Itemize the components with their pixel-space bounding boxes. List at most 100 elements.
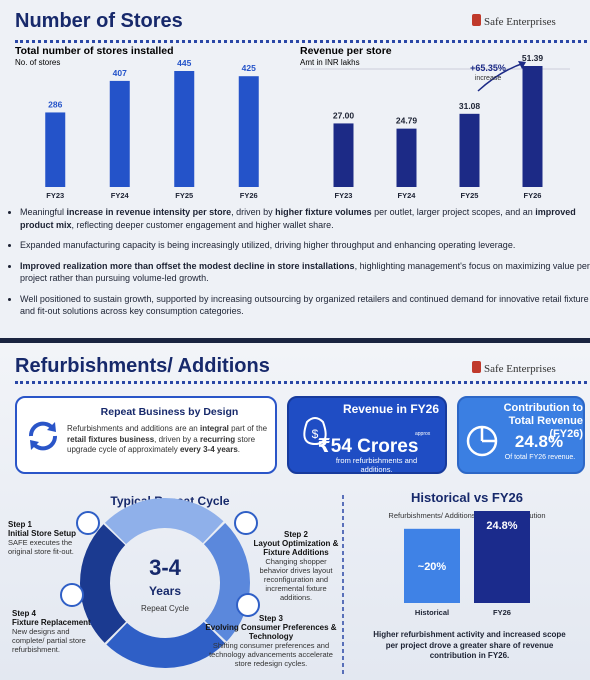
divider [15,381,587,384]
bullet-list: Meaningful increase in revenue intensity… [6,206,590,326]
card-contribution: Contribution to Total Revenue (FY26) 24.… [457,396,585,474]
arrow-head [518,61,526,69]
x-tick-label: FY25 [461,191,479,200]
step-text: Changing shopper behavior drives layout … [259,557,333,602]
card-text: Of total FY26 revenue. [504,454,576,461]
cycle-unit: Years [149,584,181,598]
step-title: Layout Optimization & Fixture Additions [253,539,339,557]
step-number: Step 3 [258,614,283,623]
annotation: +65.35% [470,63,506,73]
value-label: 24.8% [486,520,517,532]
card-title: Repeat Business by Design [100,406,239,418]
slide-stores: Number of Stores Safe Enterprises Total … [0,0,590,338]
chart-historical: Historical vs FY26 Refurbishments/ Addit… [388,490,545,617]
text-run: , reflecting deeper customer engagement … [71,219,334,230]
x-tick-label: FY26 [240,191,258,200]
x-tick-label: FY26 [524,191,542,200]
x-tick-label: FY23 [46,191,64,200]
value-label: 27.00 [333,110,355,120]
text-run: Well positioned to sustain growth, suppo… [20,293,589,317]
cycle-diagram: 3-4 Years Repeat Cycle [60,495,344,675]
step-number: Step 4 [12,609,37,618]
cycle-label: Repeat Cycle [141,604,190,613]
annotation-sub: increase [475,75,502,82]
text-run: improved product mix [20,207,576,230]
step-title: Initial Store Setup [8,529,77,538]
value-label: ~20% [418,561,447,573]
bullet: Improved realization more than offset th… [20,260,590,285]
cycle-step: Step 4 Fixture Replacement New designs and… [12,609,94,654]
text-run: every 3-4 years [179,445,238,454]
text-run: increase in revenue intensity per store [66,207,232,217]
bar [404,528,460,603]
bar [109,80,130,187]
card-title: Contribution to Total Revenue (FY26) [503,402,583,440]
step-number: Step 1 [8,520,33,529]
divider [15,40,587,43]
card-amount: 24.8% [514,432,564,451]
text-run: Expanded manufacturing capacity is being… [20,240,516,250]
slide-title: Number of Stores [15,10,183,32]
text-run: integral [199,424,229,433]
logo-icon [472,14,481,26]
text-run: Meaningful [20,207,67,217]
bullet: Expanded manufacturing capacity is being… [20,239,590,252]
bar [474,511,530,603]
chart-title: Total number of stores installed [15,45,174,57]
slide-title: Refurbishments/ Additions [15,355,270,377]
x-tick-label: FY24 [111,191,130,200]
bar [238,76,259,187]
bar [45,112,66,187]
text-run: store upgrade cycle of approximately [67,434,256,455]
value-label: 286 [48,99,62,109]
card-repeat: Repeat Business by Design Refurbishments… [15,396,277,474]
card-text: from refurbishments and additions. [335,456,418,474]
bar [174,71,195,187]
money-icon: $ [303,417,327,446]
chart-subtitle: Amt in INR lakhs [300,58,360,67]
text-run: part of the [228,424,268,433]
logo: Safe Enterprises [484,363,556,375]
value-label: 445 [177,58,191,68]
bar [522,66,543,187]
value-label: 51.39 [522,53,544,63]
x-tick-label: FY24 [398,191,417,200]
card-title: Revenue in FY26 [342,402,440,416]
text-run: Improved realization more than offset th… [20,260,355,271]
text-run: recurring [199,434,236,444]
x-tick-label: FY23 [335,191,353,200]
x-tick-label: Historical [415,608,449,617]
sync-icon [28,421,58,451]
text-run: . [237,445,241,454]
card-text: Refurbishments and additions are an inte… [67,424,272,456]
value-label: 425 [242,63,256,73]
cycle-step: Step 2 Layout Optimization & Fixture Addi… [250,530,342,602]
card-amount: ₹54 Crores [317,436,419,457]
card-revenue: $ Revenue in FY26 approx ₹54 Crores from… [287,396,447,474]
text-run: , driven by a [154,434,200,444]
text-run: per outlet, larger project scopes, and a… [371,207,536,217]
chart-title: Revenue per store [300,45,392,57]
bullet: Well positioned to sustain growth, suppo… [20,293,590,318]
x-tick-label: FY25 [175,191,193,200]
chart-stores: Total number of stores installed No. of … [15,45,259,200]
logo-icon [472,361,481,373]
step-text: Shifting consumer preferences and techno… [209,641,333,668]
bullet: Meaningful increase in revenue intensity… [20,206,590,231]
svg-text:$: $ [312,427,319,441]
chart-subtitle: No. of stores [15,58,60,67]
value-label: 24.79 [396,116,418,126]
bar [396,128,417,187]
bar [459,113,480,187]
chart-note: Higher refurbishment activity and increa… [373,630,566,660]
cycle-step: Step 1 Initial Store Setup SAFE executes t… [8,520,98,556]
step-title: Evolving Consumer Preferences & Technolo… [205,623,337,641]
slide-separator [0,338,590,343]
bar [333,123,354,187]
value-label: 31.08 [459,101,481,111]
card-note: approx [415,431,431,437]
text-run: , driven by [231,207,276,217]
value-label: 407 [113,68,127,78]
text-run: Refurbishments and additions are an [67,424,200,433]
